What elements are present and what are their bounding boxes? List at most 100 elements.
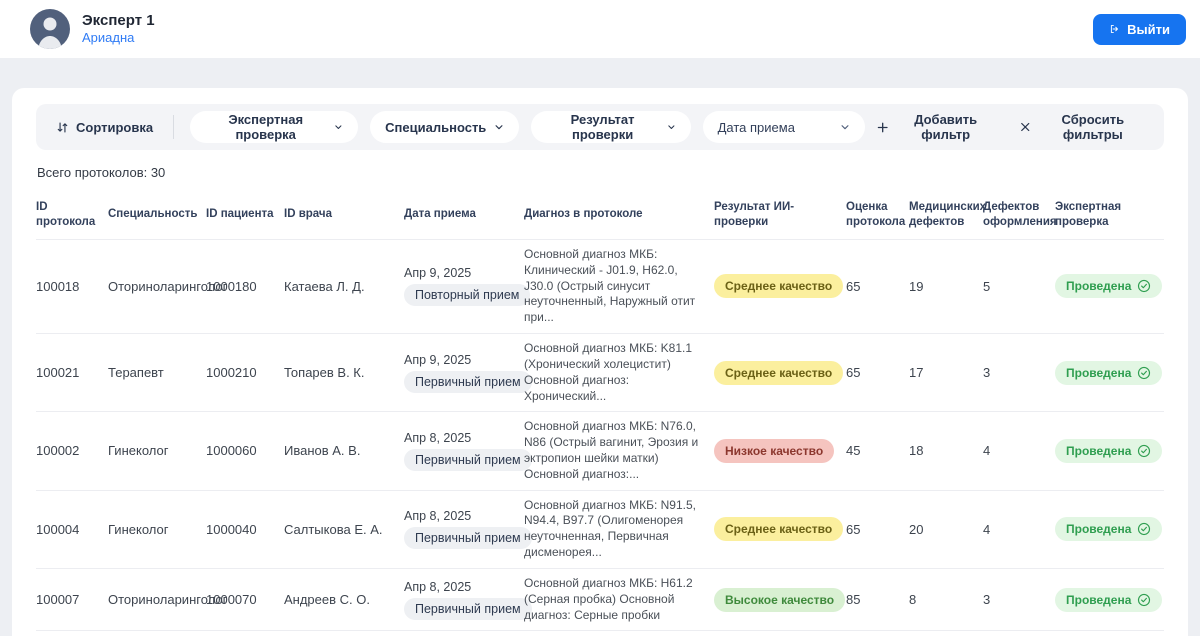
col-header-protocol-id: ID протокола [36,200,108,230]
med-defects-cell: 18 [909,443,983,458]
filter-check-result[interactable]: Результат проверки [531,111,690,143]
expert-check-cell: Проведена [1055,439,1172,463]
expert-status-label: Проведена [1066,522,1131,536]
med-defects-cell: 8 [909,592,983,607]
visit-date: Апр 9, 2025 [404,266,471,280]
table-row[interactable]: 100009 Оториноларинголог 1000090 Андреев… [36,630,1164,636]
doc-defects-cell: 3 [983,592,1055,607]
specialty-cell: Гинеколог [108,522,206,537]
med-defects-cell: 19 [909,279,983,294]
user-role-link[interactable]: Ариадна [82,30,155,46]
table-row[interactable]: 100021 Терапевт 1000210 Топарев В. К. Ап… [36,333,1164,411]
specialty-cell: Терапевт [108,365,206,380]
close-icon [1020,121,1031,133]
score-cell: 65 [846,522,909,537]
visit-type-badge: Первичный прием [404,598,532,620]
date-filter-label: Дата приема [718,120,795,135]
score-cell: 65 [846,365,909,380]
score-cell: 65 [846,279,909,294]
expert-check-cell: Проведена [1055,517,1172,541]
doctor-cell: Топарев В. К. [284,365,404,380]
date-cell: Апр 8, 2025 Первичный прием [404,431,524,471]
expert-check-cell: Проведена [1055,588,1172,612]
protocol-id-cell: 100021 [36,365,108,380]
protocol-id-cell: 100004 [36,522,108,537]
doctor-cell: Салтыкова Е. А. [284,522,404,537]
top-header: Эксперт 1 Ариадна Выйти [0,0,1200,58]
diagnosis-cell: Основной диагноз МКБ: N76.0, N86 (Острый… [524,419,714,482]
table-row[interactable]: 100018 Оториноларинголог 1000180 Катаева… [36,239,1164,333]
check-circle-icon [1137,444,1151,458]
specialty-cell: Оториноларинголог [108,592,206,607]
ai-result-cell: Среднее качество [714,274,846,298]
protocols-card: Сортировка Экспертная проверка Специальн… [12,88,1188,636]
user-avatar [30,9,70,49]
patient-id-cell: 1000060 [206,443,284,458]
ai-result-badge: Среднее качество [714,361,843,385]
doc-defects-cell: 4 [983,522,1055,537]
med-defects-cell: 20 [909,522,983,537]
col-header-ai-result: Результат ИИ-проверки [714,200,846,230]
doctor-cell: Иванов А. В. [284,443,404,458]
visit-date: Апр 8, 2025 [404,580,471,594]
reset-filters-label: Сбросить фильтры [1038,112,1148,142]
sort-button[interactable]: Сортировка [52,120,157,135]
filter-expert-check[interactable]: Экспертная проверка [190,111,358,143]
chevron-down-icon [334,122,343,132]
expert-status-badge: Проведена [1055,361,1162,385]
check-circle-icon [1137,279,1151,293]
doctor-cell: Катаева Л. Д. [284,279,404,294]
chevron-down-icon [494,122,504,132]
expert-status-badge: Проведена [1055,439,1162,463]
table-header-row: ID протокола Специальность ID пациента I… [36,186,1164,239]
diagnosis-cell: Основной диагноз МКБ: Клинический - J01.… [524,247,714,326]
filter-label: Специальность [385,120,486,135]
visit-date: Апр 8, 2025 [404,431,471,445]
ai-result-badge: Среднее качество [714,517,843,541]
ai-result-badge: Низкое качество [714,439,834,463]
visit-type-badge: Первичный прием [404,527,532,549]
date-cell: Апр 9, 2025 Первичный прием [404,353,524,393]
col-header-diagnosis: Диагноз в протоколе [524,207,714,222]
patient-id-cell: 1000210 [206,365,284,380]
expert-status-badge: Проведена [1055,517,1162,541]
col-header-patient-id: ID пациента [206,207,284,222]
expert-status-label: Проведена [1066,366,1131,380]
check-circle-icon [1137,593,1151,607]
add-filter-label: Добавить фильтр [895,112,996,142]
table-body: 100018 Оториноларинголог 1000180 Катаева… [36,239,1164,636]
chevron-down-icon [840,122,850,132]
table-row[interactable]: 100004 Гинеколог 1000040 Салтыкова Е. А.… [36,490,1164,568]
filter-label: Результат проверки [546,112,659,142]
filter-specialty[interactable]: Специальность [370,111,519,143]
logout-icon [1109,24,1119,34]
specialty-cell: Оториноларинголог [108,279,206,294]
expert-status-badge: Проведена [1055,588,1162,612]
patient-id-cell: 1000180 [206,279,284,294]
table-row[interactable]: 100007 Оториноларинголог 1000070 Андреев… [36,568,1164,630]
user-block: Эксперт 1 Ариадна [30,9,155,49]
visit-type-badge: Первичный прием [404,371,532,393]
date-cell: Апр 8, 2025 Первичный прием [404,580,524,620]
date-cell: Апр 8, 2025 Первичный прием [404,509,524,549]
logout-label: Выйти [1127,22,1170,37]
user-title: Эксперт 1 [82,12,155,31]
total-protocols: Всего протоколов: 30 [37,165,1164,180]
protocol-id-cell: 100018 [36,279,108,294]
col-header-score: Оценка протокола [846,200,909,230]
doc-defects-cell: 5 [983,279,1055,294]
doc-defects-cell: 4 [983,443,1055,458]
table-row[interactable]: 100002 Гинеколог 1000060 Иванов А. В. Ап… [36,411,1164,489]
protocol-id-cell: 100002 [36,443,108,458]
visit-date: Апр 8, 2025 [404,509,471,523]
add-filter-button[interactable]: Добавить фильтр [877,112,996,142]
divider [173,115,174,139]
logout-button[interactable]: Выйти [1093,14,1186,45]
ai-result-badge: Высокое качество [714,588,845,612]
score-cell: 45 [846,443,909,458]
filter-date-select[interactable]: Дата приема [703,111,865,143]
col-header-med-defects: Медицинских дефектов [909,200,983,230]
reset-filters-button[interactable]: Сбросить фильтры [1020,112,1148,142]
sort-icon [56,121,69,134]
ai-result-cell: Среднее качество [714,361,846,385]
